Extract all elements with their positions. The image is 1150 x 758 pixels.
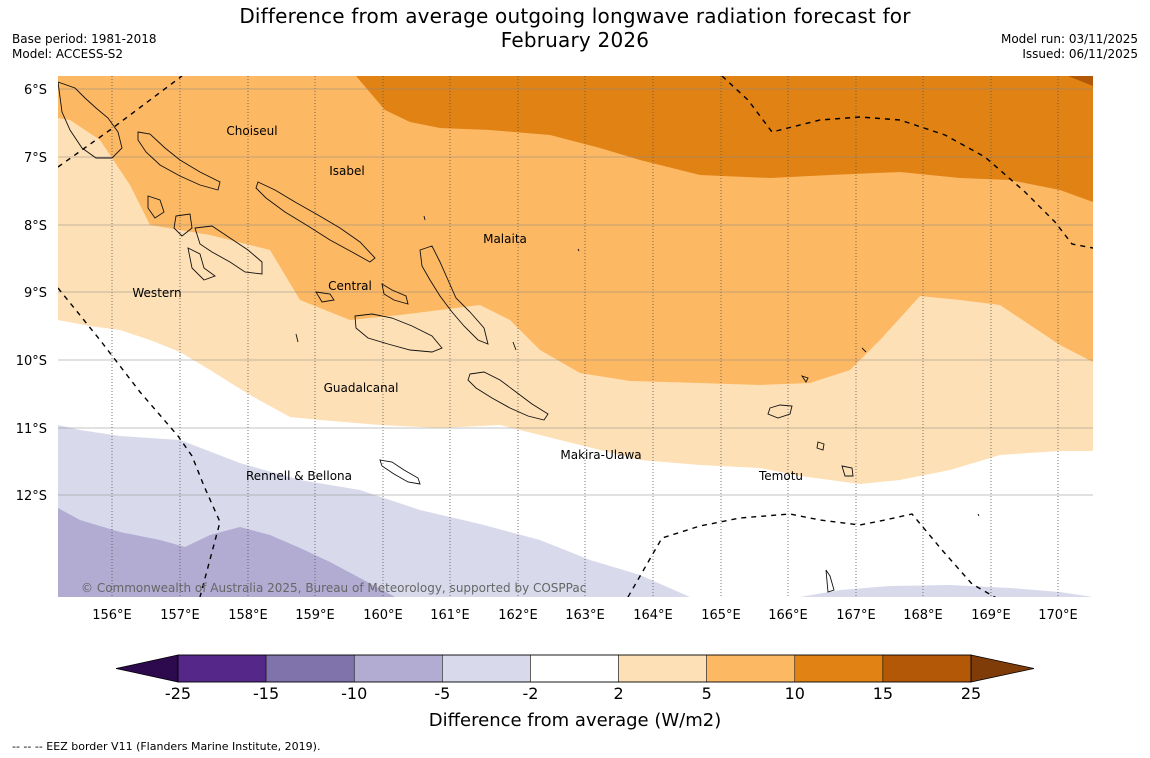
lat-label: 10°S <box>16 354 47 369</box>
rennell-coast <box>379 459 421 485</box>
lon-label: 168°E <box>903 608 943 623</box>
lon-label: 167°E <box>836 608 876 623</box>
eez-footnote: -- -- -- EEZ border V11 (Flanders Marine… <box>12 740 321 753</box>
central-islands-coast <box>315 283 409 305</box>
lat-label: 8°S <box>24 219 47 234</box>
lat-label: 7°S <box>24 151 47 166</box>
colorbar-tick-label: -25 <box>165 684 191 703</box>
colorbar-cell <box>794 654 884 683</box>
lon-label: 165°E <box>701 608 741 623</box>
lon-label: 160°E <box>363 608 403 623</box>
colorbar-tick-label: 15 <box>873 684 893 703</box>
region-labels: Choiseul Isabel Malaita Central Western … <box>132 124 803 483</box>
lon-label: 169°E <box>971 608 1011 623</box>
colorbar-tick-label: 25 <box>961 684 981 703</box>
colorbar-frame <box>177 654 972 683</box>
map-canvas: Choiseul Isabel Malaita Central Western … <box>58 76 1093 597</box>
colorbar: -25 -15 -10 -5 -2 2 5 10 15 25 Difference from av… <box>115 654 1035 731</box>
colorbar-extend-low <box>115 654 179 683</box>
band-minus10-to-minus5 <box>58 508 395 597</box>
meta-left: Base period: 1981-2018 Model: ACCESS-S2 <box>12 32 157 62</box>
label-temotu: Temotu <box>758 469 803 483</box>
colorbar-tick-label: -15 <box>253 684 279 703</box>
western-islands-coast <box>147 195 263 281</box>
bougainville-coast <box>58 81 123 159</box>
small-islets <box>295 215 980 517</box>
makira-coast <box>467 371 549 421</box>
lon-labels: 156°E 157°E 158°E 159°E 160°E 161°E 162°… <box>92 608 1078 623</box>
chart-title: Difference from average outgoing longwav… <box>0 4 1150 52</box>
colorbar-tick-label: 5 <box>702 684 712 703</box>
colorbar-tick-label: 2 <box>613 684 623 703</box>
lon-label: 161°E <box>430 608 470 623</box>
colorbar-cell <box>265 654 355 683</box>
malaita-coast <box>419 245 489 345</box>
lon-label: 158°E <box>228 608 268 623</box>
band-15-to-25 <box>1068 76 1093 86</box>
label-choiseul: Choiseul <box>226 124 277 138</box>
guadalcanal-coast <box>354 313 443 353</box>
lat-labels: 6°S 7°S 8°S 9°S 10°S 11°S 12°S <box>16 83 47 504</box>
colorbar-tick-label: -10 <box>341 684 367 703</box>
eez-border-north-west <box>58 76 183 168</box>
lat-label: 12°S <box>16 489 47 504</box>
lon-label: 156°E <box>92 608 132 623</box>
label-makira-ulawa: Makira-Ulawa <box>560 448 641 462</box>
lat-label: 11°S <box>16 422 47 437</box>
band-10-to-15 <box>356 76 1093 202</box>
isabel-coast <box>255 181 376 263</box>
lon-label: 166°E <box>768 608 808 623</box>
temotu-coast <box>767 375 854 593</box>
lon-label: 163°E <box>565 608 605 623</box>
choiseul-coast <box>137 131 221 191</box>
lon-label: 162°E <box>498 608 538 623</box>
label-isabel: Isabel <box>329 164 364 178</box>
colorbar-tick-label: -2 <box>522 684 538 703</box>
colorbar-cell <box>618 654 707 683</box>
lon-label: 170°E <box>1038 608 1078 623</box>
colorbar-cell <box>353 654 443 683</box>
lat-gridlines <box>58 88 1093 496</box>
colorbar-tick-label: 10 <box>785 684 805 703</box>
lon-label: 157°E <box>160 608 200 623</box>
eez-border-south-west <box>58 287 221 597</box>
copyright-text: © Commonwealth of Australia 2025, Bureau… <box>81 581 586 595</box>
colorbar-cell <box>706 654 796 683</box>
issued-date: Issued: 06/11/2025 <box>1022 47 1138 61</box>
title-line-1: Difference from average outgoing longwav… <box>239 4 911 28</box>
lon-label: 159°E <box>295 608 335 623</box>
label-central: Central <box>328 279 372 293</box>
lat-label: 6°S <box>24 83 47 98</box>
lat-label: 9°S <box>24 286 47 301</box>
base-period: Base period: 1981-2018 <box>12 32 157 46</box>
colorbar-tick-label: -5 <box>434 684 450 703</box>
colorbar-label: Difference from average (W/m2) <box>429 710 721 731</box>
label-western: Western <box>132 286 181 300</box>
label-rennell-bellona: Rennell & Bellona <box>246 469 352 483</box>
band-minus5-to-minus2-east <box>800 585 1093 597</box>
eez-border-south <box>627 513 997 597</box>
colorbar-extend-high <box>970 654 1035 683</box>
colorbar-cell <box>530 654 619 683</box>
title-line-2: February 2026 <box>500 28 650 52</box>
colorbar-cell <box>442 654 531 683</box>
meta-right: Model run: 03/11/2025 Issued: 06/11/2025 <box>1001 32 1138 62</box>
model-run: Model run: 03/11/2025 <box>1000 32 1138 46</box>
label-guadalcanal: Guadalcanal <box>324 381 399 395</box>
colorbar-cell <box>177 654 267 683</box>
coastlines <box>58 81 980 593</box>
lon-label: 164°E <box>633 608 673 623</box>
label-malaita: Malaita <box>483 232 527 246</box>
colorbar-cell <box>882 654 972 683</box>
eez-borders <box>58 76 1093 597</box>
model-name: Model: ACCESS-S2 <box>12 47 124 61</box>
